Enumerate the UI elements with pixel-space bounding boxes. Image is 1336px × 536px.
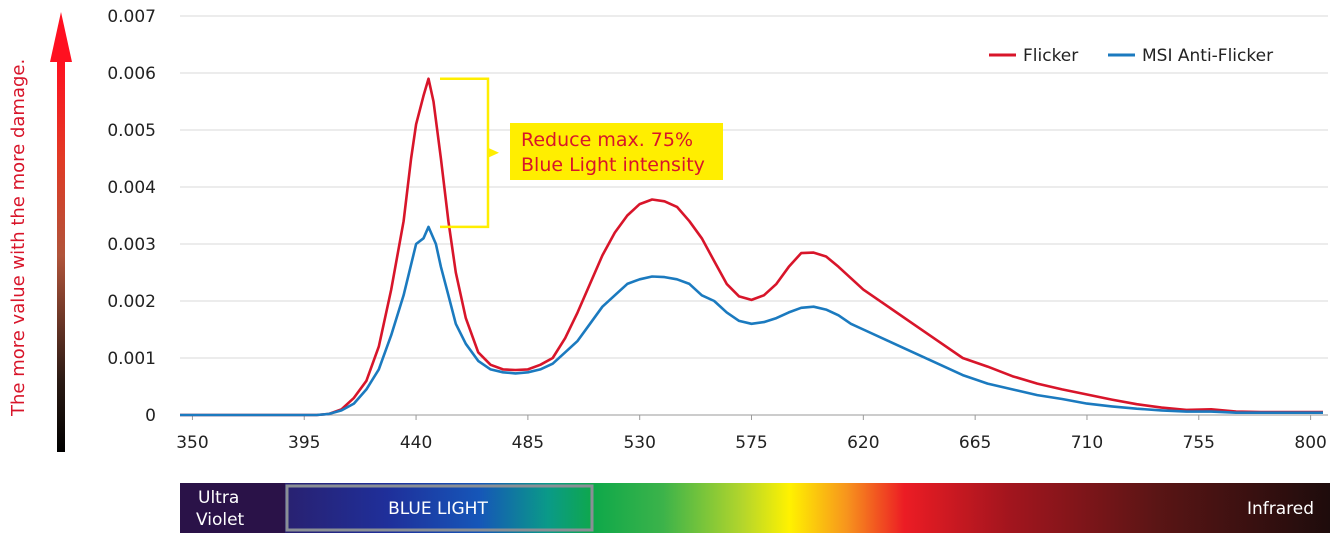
- damage-arrow: [50, 12, 72, 452]
- x-tick-label: 530: [623, 433, 655, 453]
- x-tick-label: 575: [735, 433, 767, 453]
- legend-label-anti-flicker: MSI Anti-Flicker: [1142, 46, 1273, 66]
- x-tick-label: 800: [1294, 433, 1326, 453]
- ultraviolet-region: [180, 483, 285, 533]
- x-tick-label: 485: [512, 433, 544, 453]
- infrared-label: Infrared: [1247, 499, 1314, 519]
- x-tick-label: 620: [847, 433, 879, 453]
- callout-line-2: Blue Light intensity: [521, 154, 705, 176]
- series-line-0: [180, 77, 1323, 417]
- spectrum-gradient: [180, 483, 1330, 533]
- y-tick-label: 0: [145, 406, 156, 426]
- y-tick-label: 0.003: [107, 235, 156, 255]
- legend-label-flicker: Flicker: [1023, 46, 1078, 66]
- callout: Reduce max. 75% Blue Light intensity: [440, 77, 723, 229]
- x-tick-label: 350: [176, 433, 208, 453]
- x-tick-label: 665: [959, 433, 991, 453]
- x-tick-label: 440: [400, 433, 432, 453]
- callout-line-1: Reduce max. 75%: [521, 129, 693, 151]
- series-lines: [180, 77, 1323, 417]
- legend: Flicker MSI Anti-Flicker: [989, 46, 1273, 66]
- callout-arrow: [488, 147, 499, 158]
- x-tick-label: 395: [288, 433, 320, 453]
- y-tick-labels: 0 0.001 0.002 0.003 0.004 0.005 0.006 0.007: [107, 7, 156, 426]
- ultraviolet-label-2: Violet: [196, 510, 245, 530]
- x-tick-labels: 350 395 440 485 530 575 620 665 710 755 800: [176, 415, 1327, 453]
- spectrum-band: Ultra Violet BLUE LIGHT Infrared: [180, 483, 1330, 533]
- series-line-1: [180, 225, 1323, 417]
- grid: [180, 15, 1328, 416]
- blue-light-region: [285, 484, 594, 532]
- y-tick-label: 0.001: [107, 349, 156, 369]
- y-axis-side-label: The more value with the more damage.: [8, 59, 29, 417]
- y-tick-label: 0.002: [107, 292, 156, 312]
- y-tick-label: 0.007: [107, 7, 156, 27]
- x-tick-label: 710: [1071, 433, 1103, 453]
- y-tick-label: 0.006: [107, 64, 156, 84]
- callout-box: [510, 123, 723, 180]
- y-tick-label: 0.004: [107, 178, 156, 198]
- y-tick-label: 0.005: [107, 121, 156, 141]
- ultraviolet-label-1: Ultra: [198, 488, 239, 508]
- blue-light-label: BLUE LIGHT: [388, 499, 488, 519]
- x-tick-label: 755: [1183, 433, 1215, 453]
